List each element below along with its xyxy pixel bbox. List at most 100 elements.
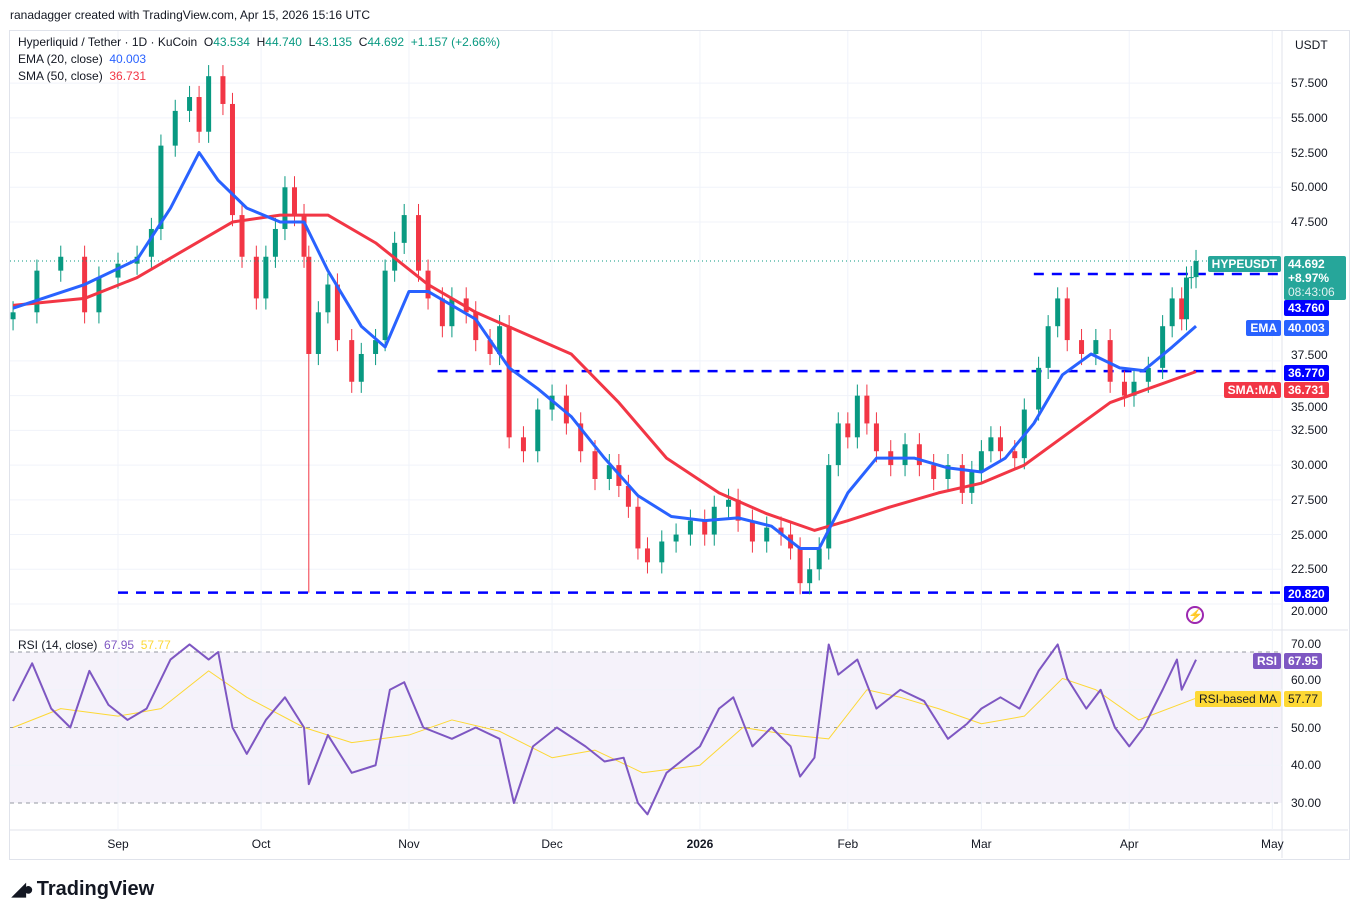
time-tick: Sep (107, 837, 129, 851)
candle-body (835, 423, 841, 466)
candle-body (1193, 261, 1199, 278)
candle-body (263, 256, 269, 299)
low-value: 43.135 (315, 35, 353, 49)
high-label: H (256, 35, 266, 49)
candle-body (702, 520, 708, 535)
symbol-title: Hyperliquid / Tether · 1D · KuCoin (18, 35, 198, 49)
candle-body (253, 256, 259, 299)
candle-body (10, 312, 16, 320)
candle-body (416, 215, 422, 271)
candle-body (1160, 326, 1166, 368)
candle-body (1169, 298, 1175, 327)
candle-body (1045, 326, 1051, 368)
rsi-tick: 60.00 (1291, 673, 1322, 687)
candle-body (96, 277, 102, 313)
ema-label: EMA (20, close) (18, 52, 103, 66)
candle-body (196, 97, 202, 132)
price-tick: 52.500 (1291, 145, 1328, 160)
price-tick: 30.000 (1291, 458, 1328, 473)
candle-body (239, 215, 245, 257)
ema-20-line (12, 151, 1198, 550)
level-tag-20820: 20.820 (1284, 586, 1329, 602)
candle-body (797, 548, 803, 584)
sma-legend[interactable]: SMA (50, close) 36.731 (18, 69, 146, 83)
candle-body (1145, 367, 1151, 382)
candle-body (506, 326, 512, 438)
candle-body (1079, 340, 1085, 354)
price-tag: 44.692 +8.97% 08:43:06 (1284, 256, 1346, 300)
rsi-tag: 67.95 (1284, 653, 1323, 669)
candle-body (1188, 277, 1194, 279)
candle-body (592, 451, 598, 479)
candle-body (148, 228, 154, 257)
candle-body (401, 215, 407, 243)
candle-body (382, 270, 388, 341)
candle-body (449, 298, 455, 327)
candle-body (978, 451, 984, 473)
price-tick: 35.000 (1291, 400, 1328, 414)
time-tick: Dec (541, 837, 563, 851)
rsi-ma-line (12, 670, 1197, 774)
chart-frame (9, 30, 1350, 860)
currency-label[interactable]: USDT (1295, 38, 1328, 52)
symbol-legend[interactable]: Hyperliquid / Tether · 1D · KuCoin O43.5… (18, 35, 500, 49)
price-tick: 57.500 (1291, 76, 1328, 91)
rsi-tag-label: RSI (1252, 653, 1281, 669)
lightning-icon[interactable]: ⚡ (1186, 606, 1204, 624)
candle-body (301, 215, 307, 257)
high-value: 44.740 (265, 35, 302, 49)
credit-line: ranadagger created with TradingView.com,… (10, 8, 370, 22)
last-price: 44.692 (1288, 257, 1325, 271)
rsi-ma-tag-label: RSI-based MA (1194, 691, 1281, 707)
candle-body (659, 541, 665, 563)
candle-body (816, 548, 822, 570)
candle-body (282, 187, 288, 229)
candle-body (1179, 298, 1185, 320)
ema-tag-label: EMA (1246, 320, 1281, 336)
time-tick: Oct (251, 837, 271, 851)
candle-body (959, 465, 965, 493)
open-label: O (203, 35, 214, 49)
candle-body (229, 103, 235, 216)
candle-body (1064, 298, 1070, 341)
candle-body (187, 97, 193, 111)
close-label: C (358, 35, 368, 49)
candle-body (735, 499, 741, 521)
rsi-legend[interactable]: RSI (14, close) 67.95 57.77 (18, 638, 171, 652)
tradingview-logo[interactable]: ◢● TradingView (12, 878, 154, 901)
sma-tag-label: SMA:MA (1223, 382, 1281, 398)
candle-body (854, 395, 860, 438)
rsi-label: RSI (14, close) (18, 638, 98, 652)
time-tick: Feb (837, 837, 859, 851)
price-tick: 22.500 (1291, 562, 1328, 577)
price-tick: 37.500 (1291, 348, 1328, 362)
price-tick: 50.000 (1291, 180, 1328, 195)
candle-body (578, 423, 584, 452)
candle-body (315, 312, 321, 354)
candle-body (845, 423, 851, 438)
candle-body (1107, 340, 1113, 382)
candle-body (764, 527, 770, 542)
candle-body (563, 395, 569, 424)
candle-body (291, 187, 297, 216)
close-value: 44.692 (367, 35, 405, 49)
candle-body (1093, 340, 1099, 354)
ema-legend[interactable]: EMA (20, close) 40.003 (18, 52, 146, 66)
symbol-tag: HYPEUSDT (1207, 256, 1281, 272)
sma-50-line (12, 213, 1197, 532)
candle-body (606, 465, 612, 479)
candle-body (373, 340, 379, 354)
candle-body (1183, 277, 1189, 320)
candle-body (34, 270, 40, 313)
time-tick: 2026 (686, 837, 714, 851)
candle-body (945, 465, 951, 479)
rsi-tick: 30.00 (1291, 796, 1322, 810)
candle-body (172, 110, 178, 146)
candle-body (902, 444, 908, 466)
candle-body (58, 256, 64, 271)
candle-body (1036, 367, 1042, 410)
candle-body (864, 395, 870, 424)
rsi-tick: 40.00 (1291, 758, 1322, 773)
candle-body (487, 340, 493, 354)
